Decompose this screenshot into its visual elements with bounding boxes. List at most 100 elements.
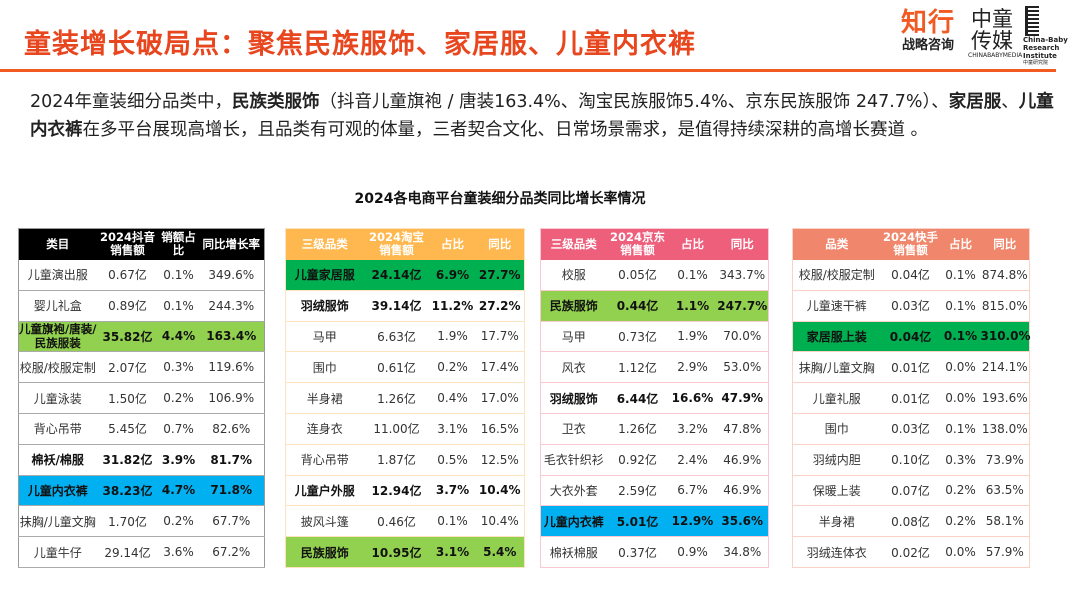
category-cell: 棉袄棉服 <box>540 536 607 568</box>
table-row: 马甲 0.73亿 1.9% 70.0% <box>540 321 769 353</box>
table-row: 儿童旗袍/唐装/民族服装 35.82亿 4.4% 163.4% <box>18 321 265 353</box>
zhongtong-logo-en: CHINABABYMEDIA <box>968 52 1023 59</box>
table-row: 背心吊带 1.87亿 0.5% 12.5% <box>285 444 525 476</box>
growth-cell: 81.7% <box>198 444 265 476</box>
sales-cell: 1.50亿 <box>96 382 159 414</box>
growth-cell: 70.0% <box>716 321 769 353</box>
sales-cell: 31.82亿 <box>96 444 159 476</box>
sales-cell: 0.07亿 <box>880 475 941 507</box>
share-cell: 3.1% <box>429 413 476 445</box>
institute-logo-mark-icon <box>1025 6 1039 36</box>
sales-cell: 0.02亿 <box>880 536 941 568</box>
growth-cell: 67.2% <box>198 536 265 568</box>
table-row: 儿童户外服 12.94亿 3.7% 10.4% <box>285 475 525 507</box>
share-cell: 0.1% <box>158 259 199 291</box>
sales-cell: 0.01亿 <box>880 351 941 384</box>
share-cell: 4.4% <box>158 321 199 353</box>
category-cell: 儿童户外服 <box>285 475 364 507</box>
growth-cell: 46.9% <box>716 475 769 507</box>
share-cell: 0.1% <box>940 290 981 322</box>
douyin-table: 类目 2024抖音销售额 销额占比 同比增长率 儿童演出服 0.67亿 0.1% 349.6%… <box>18 228 265 568</box>
category-cell: 儿童旗袍/唐装/民族服装 <box>18 321 97 353</box>
share-cell: 0.1% <box>940 413 981 445</box>
share-cell: 11.2% <box>429 290 476 322</box>
growth-cell: 138.0% <box>980 413 1030 445</box>
share-cell: 3.7% <box>429 475 476 507</box>
table-row: 儿童内衣裤 38.23亿 4.7% 71.8% <box>18 475 265 507</box>
category-cell: 民族服饰 <box>540 290 607 322</box>
share-cell: 0.0% <box>940 351 981 384</box>
table-row: 儿童牛仔 29.14亿 3.6% 67.2% <box>18 536 265 568</box>
share-cell: 0.2% <box>429 351 476 384</box>
sales-cell: 0.44亿 <box>606 290 669 322</box>
category-cell: 校服 <box>540 259 607 291</box>
category-cell: 校服/校服定制 <box>792 259 881 291</box>
category-cell: 棉袄/棉服 <box>18 444 97 476</box>
share-cell: 1.9% <box>429 321 476 353</box>
category-cell: 马甲 <box>540 321 607 353</box>
sales-cell: 0.04亿 <box>880 321 941 353</box>
growth-cell: 16.5% <box>475 413 525 445</box>
growth-cell: 106.9% <box>198 382 265 414</box>
share-cell: 0.1% <box>429 505 476 538</box>
growth-cell: 53.0% <box>716 351 769 384</box>
category-cell: 连身衣 <box>285 413 364 445</box>
category-cell: 围巾 <box>285 351 364 384</box>
growth-cell: 73.9% <box>980 444 1030 476</box>
share-cell: 0.4% <box>429 382 476 414</box>
share-cell: 16.6% <box>668 382 717 414</box>
column-header: 类目 <box>18 228 97 260</box>
column-header: 同比 <box>980 228 1030 260</box>
zhixing-logo-main: 知行 <box>900 8 955 38</box>
sales-cell: 38.23亿 <box>96 475 159 507</box>
page-title: 童装增长破局点：聚焦民族服饰、家居服、儿童内衣裤 <box>24 29 696 60</box>
column-header: 2024淘宝销售额 <box>363 228 430 260</box>
table-row: 羽绒服饰 39.14亿 11.2% 27.2% <box>285 290 525 322</box>
table-row: 大衣外套 2.59亿 6.7% 46.9% <box>540 475 769 507</box>
share-cell: 2.9% <box>668 351 717 384</box>
column-header: 占比 <box>940 228 981 260</box>
sales-cell: 29.14亿 <box>96 536 159 568</box>
sales-cell: 2.59亿 <box>606 475 669 507</box>
share-cell: 0.0% <box>940 536 981 568</box>
table-row: 连身衣 11.00亿 3.1% 16.5% <box>285 413 525 445</box>
growth-cell: 244.3% <box>198 290 265 322</box>
share-cell: 3.9% <box>158 444 199 476</box>
category-cell: 保暖上装 <box>792 475 881 507</box>
share-cell: 0.1% <box>940 259 981 291</box>
table-row: 儿童内衣裤 5.01亿 12.9% 35.6% <box>540 505 769 538</box>
growth-cell: 82.6% <box>198 413 265 445</box>
table-row: 婴儿礼盒 0.89亿 0.1% 244.3% <box>18 290 265 322</box>
table-header-row: 三级品类 2024京东销售额 占比 同比 <box>540 228 769 260</box>
taobao-table: 三级品类 2024淘宝销售额 占比 同比 儿童家居服 24.14亿 6.9% 27.7% 羽绒服… <box>285 228 525 568</box>
zhongtong-media-logo: 中童 传媒 CHINABABYMEDIA <box>968 7 1023 60</box>
growth-cell: 12.5% <box>475 444 525 476</box>
share-cell: 1.9% <box>668 321 717 353</box>
zhongtong-logo-line1: 中童 <box>971 7 1013 31</box>
growth-cell: 27.7% <box>475 259 525 291</box>
category-cell: 儿童礼服 <box>792 382 881 414</box>
share-cell: 0.1% <box>158 290 199 322</box>
table-row: 毛衣针织衫 0.92亿 2.4% 46.9% <box>540 444 769 476</box>
category-cell: 披风斗篷 <box>285 505 364 538</box>
share-cell: 1.1% <box>668 290 717 322</box>
growth-cell: 47.9% <box>716 382 769 414</box>
kuaishou-table: 品类 2024快手销售额 占比 同比 校服/校服定制 0.04亿 0.1% 874.8% 儿童速… <box>792 228 1030 568</box>
sales-cell: 6.63亿 <box>363 321 430 353</box>
share-cell: 0.5% <box>429 444 476 476</box>
title-underline <box>0 69 1056 72</box>
table-row: 披风斗篷 0.46亿 0.1% 10.4% <box>285 505 525 538</box>
growth-cell: 874.8% <box>980 259 1030 291</box>
sales-cell: 0.08亿 <box>880 505 941 538</box>
growth-cell: 17.7% <box>475 321 525 353</box>
share-cell: 3.1% <box>429 536 476 568</box>
category-cell: 儿童家居服 <box>285 259 364 291</box>
sales-cell: 2.07亿 <box>96 351 159 384</box>
growth-cell: 35.6% <box>716 505 769 538</box>
column-header: 三级品类 <box>285 228 364 260</box>
sales-cell: 1.87亿 <box>363 444 430 476</box>
institute-logo-cn: 中童研究院 <box>1023 60 1049 66</box>
sales-cell: 0.92亿 <box>606 444 669 476</box>
category-cell: 民族服饰 <box>285 536 364 568</box>
category-cell: 校服/校服定制 <box>18 351 97 384</box>
